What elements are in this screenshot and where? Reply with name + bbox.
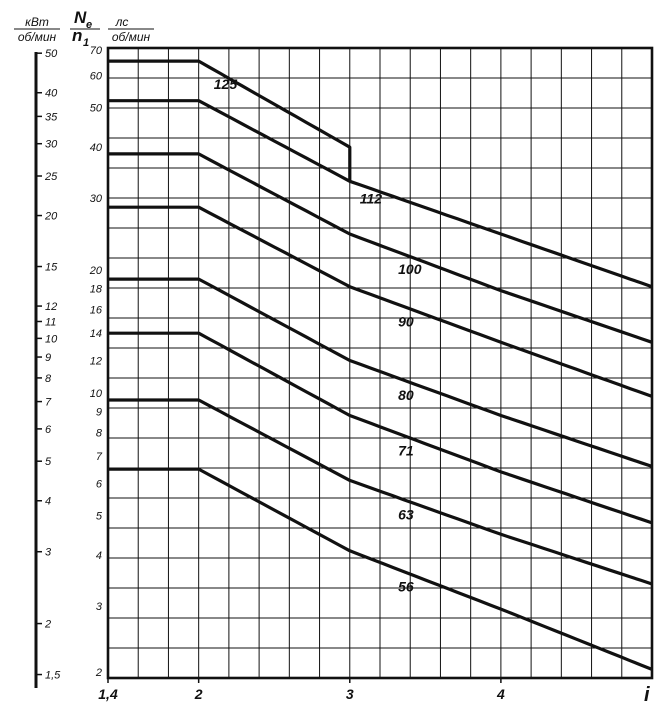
hp-tick-label: 50 (90, 103, 103, 115)
hp-tick-label: 6 (96, 478, 103, 490)
series-curve-56 (108, 467, 653, 671)
hp-tick-label: 20 (89, 265, 103, 277)
kw-tick-label: 5 (45, 456, 52, 468)
kw-tick-label: 50 (45, 48, 58, 60)
series-label-56: 56 (398, 578, 414, 594)
kw-unit-denominator: об/мин (18, 30, 57, 44)
kw-tick-label: 12 (45, 301, 57, 313)
x-tick-label: 2 (194, 686, 203, 702)
x-tick-label: 4 (496, 686, 505, 702)
series-label-71: 71 (398, 443, 414, 459)
hp-tick-label: 18 (90, 284, 103, 296)
series-curve-80 (108, 277, 653, 468)
kw-tick-label: 20 (44, 211, 58, 223)
x-tick-label: 1,4 (98, 686, 118, 702)
kw-tick-label: 4 (45, 496, 51, 508)
hp-tick-label: 2 (95, 667, 102, 679)
kw-tick-label: 6 (45, 424, 52, 436)
header: кВт об/мин N е n 1 лс об/мин (14, 8, 154, 49)
series-curve-90 (108, 205, 653, 398)
chart-grid (108, 48, 652, 678)
series-curve-63 (108, 398, 653, 586)
kw-tick-label: 8 (45, 373, 52, 385)
plot-frame (106, 46, 654, 680)
hp-unit-denominator: об/мин (112, 30, 151, 44)
kw-tick-label: 9 (45, 352, 51, 364)
series-curves: 125 112 100 90 80 71 63 56 (108, 59, 653, 671)
series-label-125: 125 (214, 76, 238, 92)
series-label-100: 100 (398, 261, 422, 277)
x-tick-label: 3 (346, 686, 354, 702)
hp-tick-label: 10 (90, 388, 103, 400)
kw-unit-label: кВт (25, 15, 49, 29)
series-label-112: 112 (360, 190, 383, 206)
kw-tick-label: 30 (45, 139, 58, 151)
hp-tick-label: 9 (96, 406, 102, 418)
kw-tick-label: 25 (44, 171, 58, 183)
hp-tick-label: 5 (96, 511, 103, 523)
kw-tick-label: 1,5 (45, 670, 61, 682)
kw-tick-label: 11 (45, 316, 56, 328)
hp-unit-label: лс (115, 15, 129, 29)
kw-tick-label: 2 (44, 619, 51, 631)
series-label-63: 63 (398, 507, 414, 523)
hp-tick-label: 3 (96, 601, 103, 613)
hp-tick-label: 40 (90, 142, 103, 154)
kw-tick-label: 15 (45, 262, 58, 274)
series-curve-125 (108, 59, 352, 182)
series-curve-112 (108, 99, 653, 289)
hp-tick-label: 7 (96, 451, 103, 463)
series-label-80: 80 (398, 387, 414, 403)
hp-tick-label: 16 (90, 305, 103, 317)
n-subscript: е (86, 19, 92, 31)
series-curve-71 (108, 331, 653, 525)
kw-tick-label: 3 (45, 547, 52, 559)
x-axis-label: i (644, 684, 650, 706)
n1-subscript: 1 (83, 37, 89, 49)
kw-scale-ticks: 50 40 35 30 25 20 15 12 11 10 9 8 7 6 5 4 3 2 1,5 (36, 48, 61, 682)
kw-tick-label: 7 (45, 397, 52, 409)
hp-tick-label: 60 (90, 70, 103, 82)
hp-tick-label: 30 (90, 193, 103, 205)
series-label-90: 90 (398, 313, 414, 329)
series-curve-100 (108, 152, 653, 344)
kw-tick-label: 35 (45, 111, 58, 123)
hp-tick-label: 70 (90, 45, 103, 57)
hp-tick-label: 14 (90, 328, 102, 340)
n-symbol: N (74, 8, 87, 27)
x-axis-ticks: 1,4 2 3 4 (98, 678, 505, 702)
hp-tick-label: 12 (90, 356, 102, 368)
hp-tick-label: 8 (96, 427, 103, 439)
kw-tick-label: 10 (45, 333, 58, 345)
hp-tick-label: 4 (96, 550, 102, 562)
n1-symbol: n (72, 26, 82, 45)
kw-tick-label: 40 (45, 88, 58, 100)
hp-axis-ticks: 70 60 50 40 30 20 18 16 14 12 10 9 8 7 6 5 4 3 2 (89, 45, 103, 679)
